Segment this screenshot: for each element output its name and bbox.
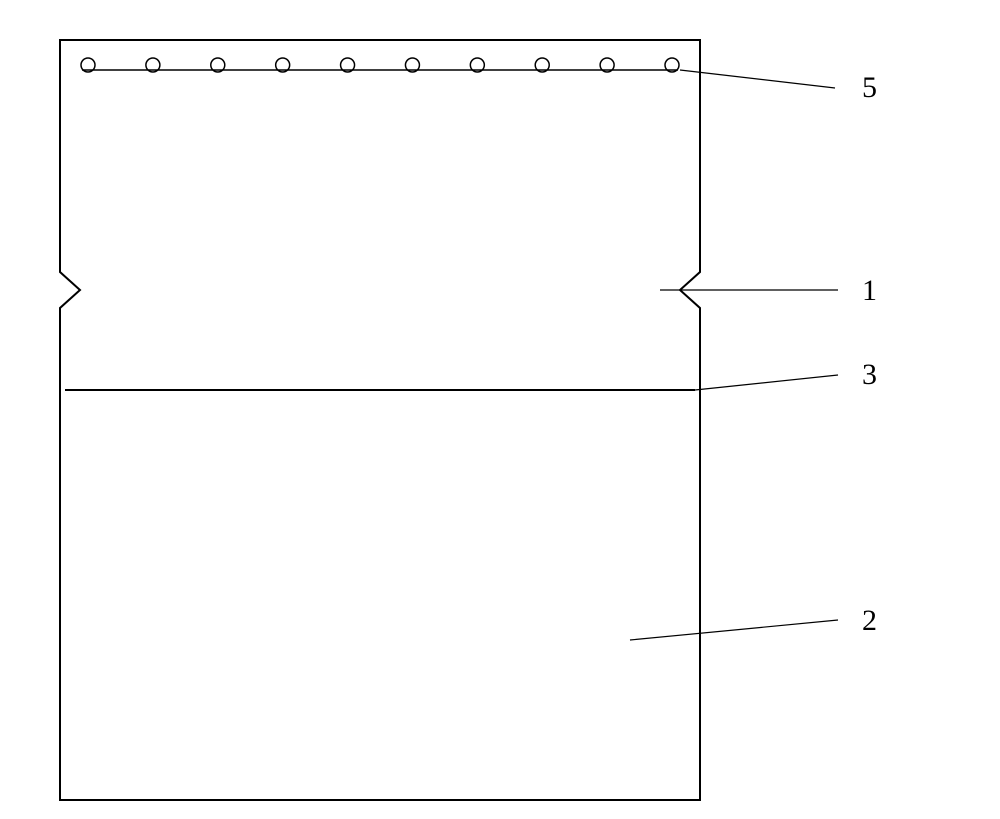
label-1: 1 [862,274,877,307]
label-2: 2 [862,604,877,637]
label-3: 3 [862,358,877,391]
leader-line-3 [695,375,838,390]
label-5: 5 [862,71,877,104]
outer-box [60,40,700,800]
leader-line-2 [630,620,838,640]
leader-line-5 [680,70,835,88]
